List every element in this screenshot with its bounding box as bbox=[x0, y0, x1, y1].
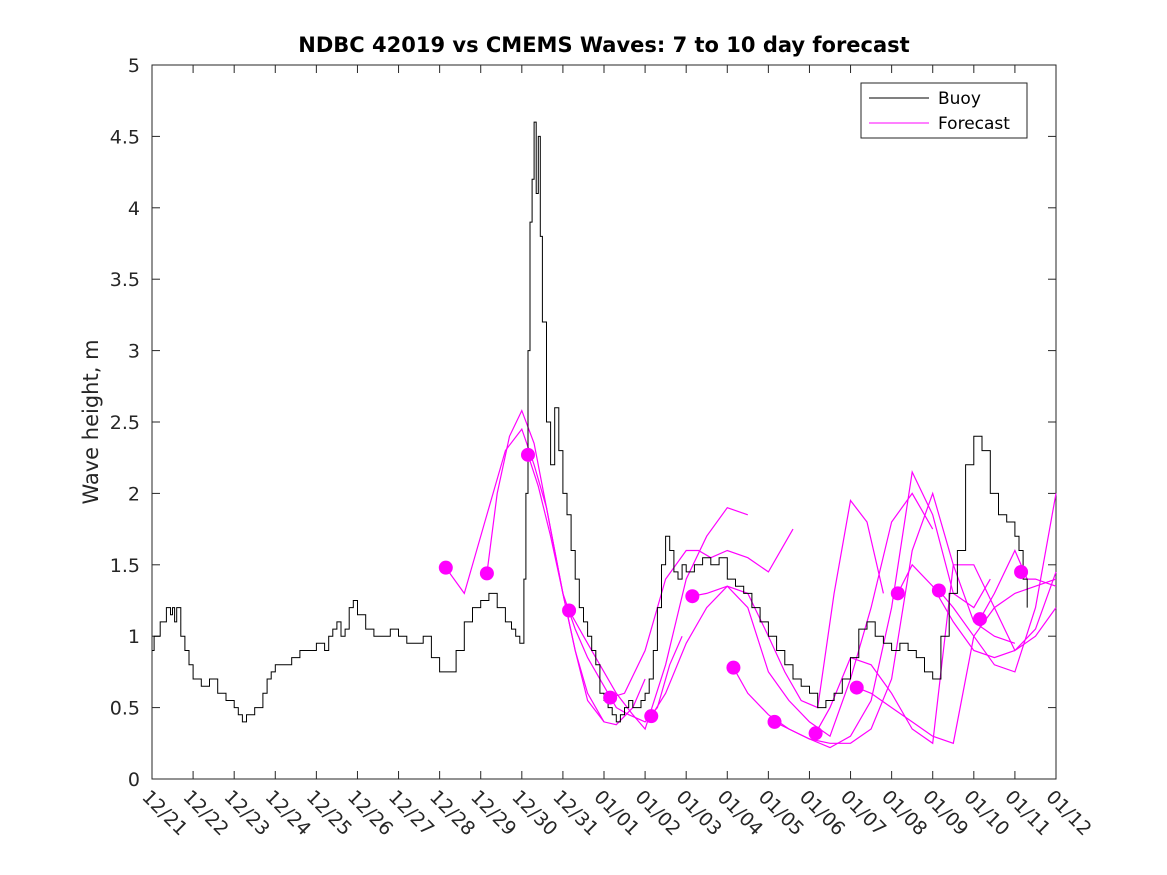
x-tick-label: 01/02 bbox=[631, 786, 685, 840]
forecast-start-marker bbox=[520, 447, 535, 462]
y-tick-label: 4.5 bbox=[110, 126, 140, 148]
forecast-line-10 bbox=[856, 578, 1057, 745]
forecast-start-marker bbox=[890, 586, 905, 601]
x-tick-label: 12/28 bbox=[425, 786, 479, 840]
x-tick-label: 12/25 bbox=[302, 786, 356, 840]
plot-area bbox=[151, 64, 1057, 780]
legend: Buoy Forecast bbox=[860, 82, 1028, 139]
forecast-start-marker bbox=[685, 589, 700, 604]
forecast-line-5 bbox=[650, 499, 884, 717]
forecast-start-marker bbox=[479, 566, 494, 581]
x-tick-label: 01/10 bbox=[959, 786, 1013, 840]
legend-label-buoy: Buoy bbox=[938, 89, 981, 109]
y-tick-label: 4 bbox=[128, 198, 140, 220]
forecast-start-marker bbox=[1014, 564, 1029, 579]
y-tick-label: 0.5 bbox=[110, 698, 140, 720]
x-tick-label: 01/05 bbox=[754, 786, 808, 840]
y-axis-label: Wave height, m bbox=[79, 339, 103, 504]
forecast-start-marker bbox=[562, 603, 577, 618]
legend-box bbox=[860, 82, 1028, 139]
x-tick-label: 01/12 bbox=[1041, 786, 1095, 840]
forecast-line-12 bbox=[938, 493, 1057, 673]
forecast-start-marker bbox=[644, 709, 659, 724]
x-tick-label: 12/23 bbox=[220, 786, 274, 840]
forecast-line-4 bbox=[610, 528, 794, 699]
x-tick-label: 12/27 bbox=[384, 786, 438, 840]
y-tick-label: 2.5 bbox=[110, 412, 140, 434]
forecast-start-marker bbox=[603, 690, 618, 705]
y-tick-label: 3.5 bbox=[110, 269, 140, 291]
y-tick-label: 0 bbox=[128, 769, 140, 791]
legend-label-forecast: Forecast bbox=[938, 114, 1010, 134]
x-tick-label: 01/09 bbox=[918, 786, 972, 840]
x-tick-label: 12/22 bbox=[179, 786, 233, 840]
y-tick-label: 3 bbox=[128, 341, 140, 363]
y-tick-label: 5 bbox=[128, 55, 140, 77]
forecast-start-marker bbox=[767, 714, 782, 729]
forecast-line-3 bbox=[568, 506, 748, 731]
forecast-start-marker bbox=[931, 583, 946, 598]
x-tick-label: 01/08 bbox=[877, 786, 931, 840]
x-tick-label: 01/01 bbox=[589, 786, 643, 840]
forecast-line-6 bbox=[692, 492, 934, 738]
chart-title: NDBC 42019 vs CMEMS Waves: 7 to 10 day f… bbox=[298, 33, 909, 57]
y-tick-label: 1 bbox=[128, 626, 140, 648]
x-tick-label: 12/26 bbox=[343, 786, 397, 840]
forecast-start-marker bbox=[808, 726, 823, 741]
y-axis: 0 0.5 1 1.5 2 2.5 3 3.5 4 4.5 5 bbox=[110, 55, 1056, 791]
x-tick-label: 01/04 bbox=[713, 786, 767, 840]
x-tick-label: 01/06 bbox=[795, 786, 849, 840]
x-tick-label: 12/21 bbox=[137, 786, 191, 840]
x-tick-label: 01/11 bbox=[1000, 786, 1054, 840]
y-tick-label: 2 bbox=[128, 483, 140, 505]
series-layer bbox=[152, 121, 1057, 749]
forecast-line-2 bbox=[527, 454, 683, 723]
y-tick-label: 1.5 bbox=[110, 555, 140, 577]
forecast-start-marker bbox=[972, 612, 987, 627]
buoy-line bbox=[152, 121, 1028, 723]
x-tick-label: 12/31 bbox=[548, 786, 602, 840]
forecast-start-marker bbox=[849, 680, 864, 695]
forecast-start-marker bbox=[726, 660, 741, 675]
forecast-line-11 bbox=[897, 563, 1057, 659]
x-tick-label: 12/29 bbox=[466, 786, 520, 840]
x-tick-label: 12/24 bbox=[261, 786, 315, 840]
forecast-start-marker bbox=[438, 560, 453, 575]
forecast-line-1 bbox=[486, 409, 605, 723]
x-tick-label: 12/30 bbox=[507, 786, 561, 840]
x-tick-label: 01/03 bbox=[672, 786, 726, 840]
x-tick-label: 01/07 bbox=[836, 786, 890, 840]
